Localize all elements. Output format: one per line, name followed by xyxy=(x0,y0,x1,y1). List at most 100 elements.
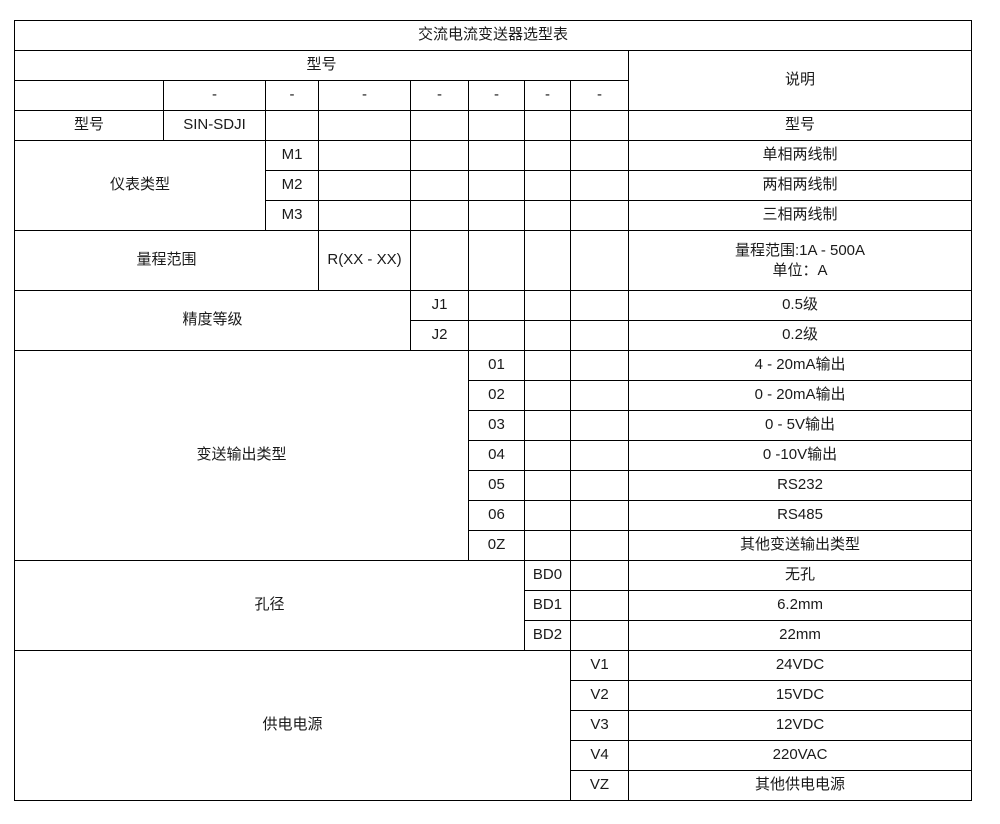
category-label-power-supply: 供电电源 xyxy=(14,650,571,801)
code-power-v1: V1 xyxy=(570,650,629,681)
separator-dash-5: - xyxy=(468,80,525,111)
description-accuracy-j2: 0.2级 xyxy=(627,320,973,351)
empty-cell xyxy=(570,470,629,501)
empty-cell xyxy=(570,230,629,291)
description-model: 型号 xyxy=(627,110,973,141)
table-title: 交流电流变送器选型表 xyxy=(13,20,973,51)
table-row-output-05: 05 RS232 xyxy=(15,470,973,501)
table-row-aperture-bd1: BD1 6.2mm xyxy=(15,590,973,621)
code-output-03: 03 xyxy=(468,410,525,441)
empty-cell xyxy=(410,170,469,201)
code-instrument-m3: M3 xyxy=(265,200,319,231)
code-output-04: 04 xyxy=(468,440,525,471)
description-range-line1: 量程范围:1A - 500A xyxy=(734,242,866,259)
empty-cell xyxy=(265,110,319,141)
table-row-aperture-bd0: 孔径 BD0 无孔 xyxy=(14,560,973,651)
description-instrument-m3: 三相两线制 xyxy=(627,200,973,231)
table-row-output-0z: 0Z 其他变送输出类型 xyxy=(15,530,973,561)
table-row-power-v4: V4 220VAC xyxy=(15,740,973,771)
empty-cell xyxy=(570,110,629,141)
empty-cell xyxy=(318,110,411,141)
empty-cell xyxy=(524,380,571,411)
description-aperture-bd1: 6.2mm xyxy=(627,590,973,621)
empty-cell xyxy=(524,200,571,231)
code-accuracy-j2: J2 xyxy=(410,320,469,351)
empty-cell xyxy=(570,560,629,591)
description-power-vz: 其他供电电源 xyxy=(627,770,973,801)
description-power-v2: 15VDC xyxy=(627,680,973,711)
empty-cell xyxy=(468,170,525,201)
empty-cell xyxy=(410,140,469,171)
table-row-accuracy-j1: 精度等级 J1 0.5级 xyxy=(14,290,973,351)
separator-cell-blank xyxy=(14,80,164,111)
code-output-0z: 0Z xyxy=(468,530,525,561)
table-row-output-01: 变送输出类型 01 4 - 20mA输出 xyxy=(14,350,973,561)
empty-cell xyxy=(524,140,571,171)
code-instrument-m2: M2 xyxy=(265,170,319,201)
empty-cell xyxy=(570,440,629,471)
description-output-01: 4 - 20mA输出 xyxy=(627,350,973,381)
empty-cell xyxy=(410,230,469,291)
empty-cell xyxy=(570,530,629,561)
description-output-04: 0 -10V输出 xyxy=(627,440,973,471)
empty-cell xyxy=(524,230,571,291)
empty-cell xyxy=(524,320,571,351)
empty-cell xyxy=(570,200,629,231)
empty-cell xyxy=(524,500,571,531)
empty-cell xyxy=(570,380,629,411)
model-group-header: 型号 xyxy=(14,50,629,81)
category-label-instrument-type: 仪表类型 xyxy=(14,140,266,231)
category-label-accuracy: 精度等级 xyxy=(14,290,411,351)
empty-cell xyxy=(570,620,629,651)
empty-cell xyxy=(524,290,571,321)
category-label-model: 型号 xyxy=(14,110,164,141)
table-row-output-04: 04 0 -10V输出 xyxy=(15,440,973,471)
description-power-v3: 12VDC xyxy=(627,710,973,741)
table-row-instrument-m1: 仪表类型 M1 单相两线制 xyxy=(14,140,973,231)
description-output-03: 0 - 5V输出 xyxy=(627,410,973,441)
category-label-output-type: 变送输出类型 xyxy=(14,350,469,561)
description-power-v1: 24VDC xyxy=(627,650,973,681)
table-group-header-row: 型号 说明 xyxy=(14,50,973,111)
code-instrument-m1: M1 xyxy=(265,140,319,171)
code-aperture-bd2: BD2 xyxy=(524,620,571,651)
empty-cell xyxy=(318,170,411,201)
empty-cell xyxy=(318,200,411,231)
code-output-06: 06 xyxy=(468,500,525,531)
empty-cell xyxy=(318,140,411,171)
empty-cell xyxy=(570,350,629,381)
table-title-row: 交流电流变送器选型表 xyxy=(13,20,973,51)
code-power-v3: V3 xyxy=(570,710,629,741)
code-power-v2: V2 xyxy=(570,680,629,711)
code-output-02: 02 xyxy=(468,380,525,411)
empty-cell xyxy=(524,410,571,441)
description-instrument-m1: 单相两线制 xyxy=(627,140,973,171)
description-aperture-bd2: 22mm xyxy=(627,620,973,651)
code-aperture-bd1: BD1 xyxy=(524,590,571,621)
table-row-power-v1: 供电电源 V1 24VDC xyxy=(14,650,973,801)
description-output-05: RS232 xyxy=(627,470,973,501)
empty-cell xyxy=(570,500,629,531)
code-accuracy-j1: J1 xyxy=(410,290,469,321)
empty-cell xyxy=(410,200,469,231)
code-range: R(XX - XX) xyxy=(318,230,411,291)
empty-cell xyxy=(570,320,629,351)
empty-cell xyxy=(468,110,525,141)
table-row-power-v3: V3 12VDC xyxy=(15,710,973,741)
empty-cell xyxy=(468,320,525,351)
separator-dash-7: - xyxy=(570,80,629,111)
description-output-06: RS485 xyxy=(627,500,973,531)
separator-dash-3: - xyxy=(318,80,411,111)
code-model: SIN-SDJI xyxy=(163,110,266,141)
table-row-range: 量程范围 R(XX - XX) 量程范围:1A - 500A 单位：A xyxy=(14,230,973,291)
empty-cell xyxy=(524,470,571,501)
empty-cell xyxy=(570,290,629,321)
ac-current-transducer-selection-table: 交流电流变送器选型表 型号 说明 - - - - - - - 型号 SIN xyxy=(13,20,973,801)
description-output-0z: 其他变送输出类型 xyxy=(627,530,973,561)
separator-dash-2: - xyxy=(265,80,319,111)
empty-cell xyxy=(468,230,525,291)
description-aperture-bd0: 无孔 xyxy=(627,560,973,591)
description-accuracy-j1: 0.5级 xyxy=(627,290,973,321)
table-row-output-06: 06 RS485 xyxy=(15,500,973,531)
